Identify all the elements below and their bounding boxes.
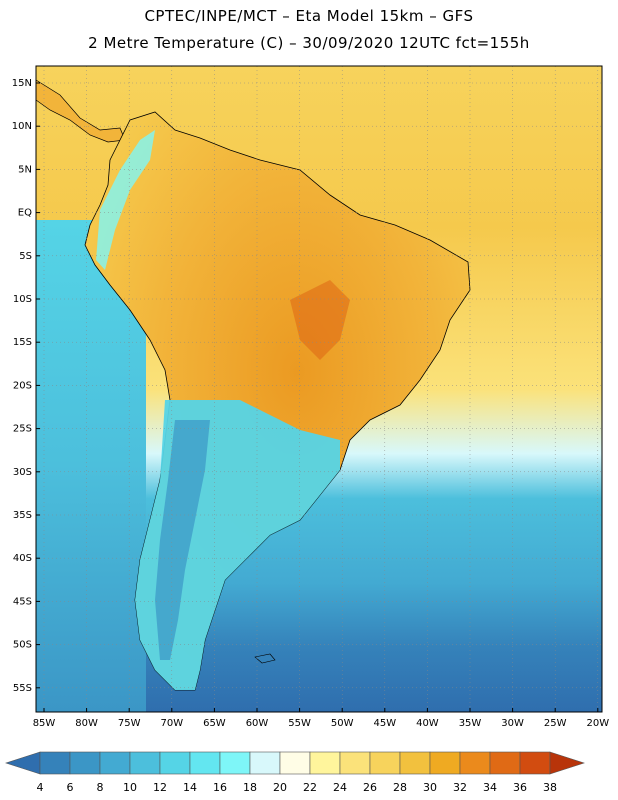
colorbar-swatch — [219, 751, 251, 775]
lon-tick-label: 65W — [203, 718, 226, 729]
longitude-axis: 85W 80W 75W 70W 65W 60W 55W 50W 45W 40W 35W 30W 25W 2… — [33, 708, 609, 729]
lon-tick-label: 70W — [160, 718, 183, 729]
colorbar-swatch — [129, 751, 161, 775]
lat-tick-label: 25S — [13, 424, 32, 435]
lon-tick-label: 60W — [246, 718, 269, 729]
lon-tick-label: 30W — [501, 718, 524, 729]
colorbar-swatch — [279, 751, 311, 775]
colorbar-swatch — [519, 751, 551, 775]
central-america-land — [35, 79, 126, 143]
colorbar-label: 14 — [183, 781, 197, 794]
lat-tick-label: 50S — [13, 640, 32, 651]
colorbar-label: 32 — [453, 781, 467, 794]
northern-andes-strip — [96, 130, 155, 270]
colorbar-label: 22 — [303, 781, 317, 794]
colorbar-swatch — [309, 751, 341, 775]
colorbar-label: 18 — [243, 781, 257, 794]
lat-tick-label: 5N — [18, 164, 32, 175]
lat-tick-label: 40S — [13, 553, 32, 564]
colorbar-swatch — [489, 751, 521, 775]
lon-tick-label: 55W — [288, 718, 311, 729]
lon-tick-label: 40W — [416, 718, 439, 729]
lat-tick-label: 30S — [13, 467, 32, 478]
colorbar-label: 30 — [423, 781, 437, 794]
colorbar-swatch — [429, 751, 461, 775]
andes-cold-ridge — [155, 420, 210, 660]
map-subtitle: 2 Metre Temperature (C) – 30/09/2020 12U… — [88, 34, 530, 52]
map-frame — [35, 66, 602, 712]
colorbar-label: 20 — [273, 781, 287, 794]
falkland-islands — [254, 653, 276, 664]
lat-tick-label: 5S — [19, 251, 32, 262]
lat-tick-label: 20S — [13, 380, 32, 391]
colorbar-swatch — [39, 751, 71, 775]
colorbar-label: 10 — [123, 781, 137, 794]
colorbar-label: 6 — [67, 781, 74, 794]
colorbar-label: 26 — [363, 781, 377, 794]
lon-tick-label: 80W — [75, 718, 98, 729]
colorbar-swatch — [99, 751, 131, 775]
lon-tick-label: 45W — [373, 718, 396, 729]
lon-tick-label: 75W — [118, 718, 141, 729]
colorbar-swatch — [189, 751, 221, 775]
colorbar-swatch — [159, 751, 191, 775]
colorbar-label: 38 — [543, 781, 557, 794]
hot-core-central-brazil — [290, 280, 350, 360]
latitude-axis: 15N 10N 5N EQ 5S 10S 15S 20S 25S 30S 35S 40S 45S 50S 5… — [12, 78, 40, 694]
lat-tick-label: 55S — [13, 683, 32, 694]
colorbar-swatch — [459, 751, 491, 775]
colorbar-swatch — [369, 751, 401, 775]
lat-tick-label: EQ — [18, 208, 32, 219]
lat-tick-label: 10S — [13, 294, 32, 305]
colorbar: 4 6 8 10 12 14 16 18 20 22 24 26 28 30 32 34 36 38 — [5, 751, 585, 794]
colorbar-label: 4 — [37, 781, 44, 794]
lon-tick-label: 50W — [331, 718, 354, 729]
colorbar-right-arrow — [549, 751, 585, 775]
colorbar-label: 28 — [393, 781, 407, 794]
colorbar-label: 12 — [153, 781, 167, 794]
map-border — [35, 65, 603, 713]
lat-tick-label: 10N — [12, 121, 32, 132]
colorbar-swatch — [339, 751, 371, 775]
colorbar-swatch — [399, 751, 431, 775]
lat-tick-label: 45S — [13, 596, 32, 607]
lat-tick-label: 15N — [12, 78, 32, 89]
colorbar-label: 34 — [483, 781, 497, 794]
colorbar-swatch — [69, 751, 101, 775]
colorbar-left-arrow — [5, 751, 41, 775]
map-title: CPTEC/INPE/MCT – Eta Model 15km – GFS — [144, 7, 474, 25]
colorbar-label: 36 — [513, 781, 527, 794]
map-canvas: 15N 10N 5N EQ 5S 10S 15S 20S 25S 30S 35S 40S 45S 50S 5… — [12, 65, 609, 729]
lat-tick-label: 35S — [13, 510, 32, 521]
lon-tick-label: 35W — [459, 718, 482, 729]
lon-tick-label: 85W — [33, 718, 56, 729]
colorbar-swatch — [249, 751, 281, 775]
colorbar-label: 24 — [333, 781, 347, 794]
colorbar-label: 16 — [213, 781, 227, 794]
lon-tick-label: 25W — [544, 718, 567, 729]
lat-tick-label: 15S — [13, 337, 32, 348]
colorbar-label: 8 — [97, 781, 104, 794]
lon-tick-label: 20W — [586, 718, 609, 729]
